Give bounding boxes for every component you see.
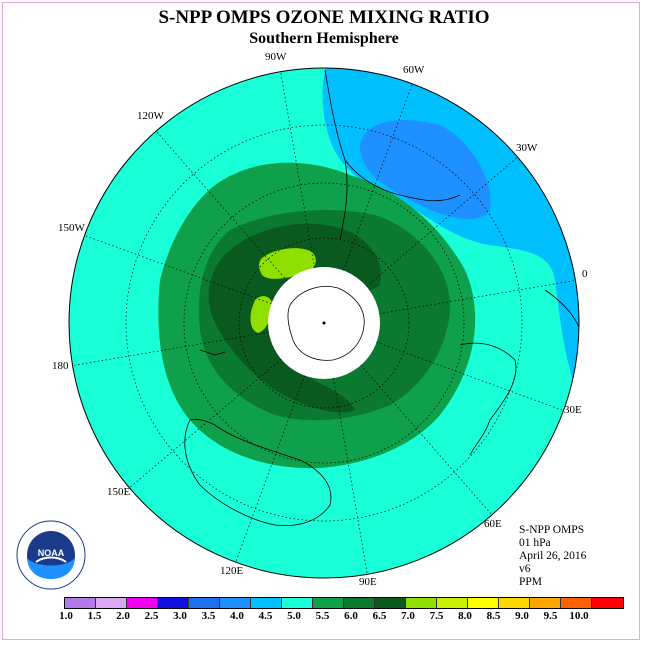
lon-label-30e: 30E	[564, 404, 582, 416]
info-date: April 26, 2016	[519, 550, 587, 562]
colorbar-tick-label: 9.0	[515, 610, 529, 622]
colorbar-tick-label: 3.5	[201, 610, 216, 622]
coastline-australia	[184, 418, 332, 526]
colorbar-swatch	[189, 598, 220, 608]
colorbar-swatch	[251, 598, 282, 608]
info-product: S-NPP OMPS	[519, 524, 585, 536]
colorbar-tick-label: 4.0	[230, 610, 244, 622]
colorbar-ticks: 1.0 1.5 2.0 2.5 3.0 3.5 4.0 4.5 5.0 5.5 6.0 6.5 7.0 7…	[0, 610, 648, 624]
meridian-0	[323, 279, 579, 324]
meridian-120w	[155, 130, 325, 324]
colorbar	[64, 597, 624, 609]
info-units: PPM	[519, 576, 543, 588]
lon-label-60e: 60E	[484, 518, 502, 530]
lon-label-120e: 120E	[220, 565, 244, 577]
colorbar-tick-label: 1.5	[87, 610, 102, 622]
meridian-60w	[323, 81, 414, 324]
colorbar-tick-label: 3.0	[173, 610, 187, 622]
meridian-90e	[323, 322, 369, 578]
colorbar-tick-label: 8.5	[486, 610, 501, 622]
image-frame	[2, 2, 640, 640]
colorbar-swatch	[127, 598, 158, 608]
map-subtitle: Southern Hemisphere	[249, 30, 399, 47]
colorbar-tick-label: 6.5	[372, 610, 387, 622]
lon-label-150e: 150E	[107, 486, 131, 498]
coastline-new-zealand	[199, 349, 226, 356]
colorbar-swatch	[344, 598, 375, 608]
lon-label-120w: 120W	[137, 110, 164, 122]
colorbar-tick-label: 1.0	[59, 610, 73, 622]
colorbar-tick-label: 5.0	[287, 610, 301, 622]
meridian-30w	[323, 154, 521, 324]
lon-label-180: 180	[52, 360, 69, 372]
colorbar-swatch	[561, 598, 592, 608]
meridian-180	[69, 322, 325, 367]
lon-label-60w: 60W	[403, 64, 425, 76]
colorbar-swatch	[468, 598, 499, 608]
colorbar-tick-label: 7.0	[401, 610, 415, 622]
colorbar-tick-label: 6.0	[344, 610, 358, 622]
info-level: 01 hPa	[519, 537, 551, 549]
colorbar-swatch	[220, 598, 251, 608]
colorbar-tick-label: 10.0	[569, 610, 589, 622]
colorbar-tick-label: 7.5	[429, 610, 444, 622]
ozone-region-6.5-b	[250, 296, 272, 333]
lon-label-0: 0	[582, 268, 588, 280]
colorbar-swatch	[437, 598, 468, 608]
colorbar-swatch	[592, 598, 623, 608]
lon-label-90w: 90W	[265, 51, 287, 63]
map-title: S-NPP OMPS OZONE MIXING RATIO	[158, 7, 490, 28]
colorbar-swatch	[158, 598, 189, 608]
product-info: S-NPP OMPS 01 hPa April 26, 2016 v6 PPM	[519, 524, 586, 589]
ozone-region-3.5	[360, 120, 491, 220]
colorbar-swatch	[375, 598, 406, 608]
meridian-90w	[279, 68, 325, 324]
colorbar-swatch	[499, 598, 530, 608]
meridian-60e	[323, 322, 493, 516]
lon-label-90e: 90E	[359, 576, 377, 588]
colorbar-swatch	[96, 598, 127, 608]
lon-label-150w: 150W	[58, 222, 85, 234]
latitude-circle-70s	[238, 237, 410, 409]
colorbar-swatch	[282, 598, 313, 608]
colorbar-tick-label: 8.0	[458, 610, 472, 622]
meridian-150e	[127, 322, 325, 490]
latitude-circle-50s	[125, 124, 523, 522]
map-outline	[68, 67, 580, 579]
colorbar-tick-label: 9.5	[543, 610, 558, 622]
ozone-region-6.5-a	[259, 248, 316, 279]
latitude-circle-60s	[183, 182, 465, 464]
colorbar-tick-label: 4.5	[258, 610, 273, 622]
noaa-logo: NOAA	[16, 520, 86, 595]
colorbar-swatch	[313, 598, 344, 608]
colorbar-tick-label: 2.5	[144, 610, 159, 622]
noaa-logo-text: NOAA	[38, 548, 65, 558]
colorbar-tick-label: 2.0	[116, 610, 130, 622]
lon-label-30w: 30W	[516, 142, 538, 154]
colorbar-tick-label: 5.5	[315, 610, 330, 622]
coastline-south-america	[324, 69, 461, 241]
colorbar-swatch	[530, 598, 561, 608]
meridian-120e	[234, 322, 325, 565]
colorbar-swatch	[65, 598, 96, 608]
info-version: v6	[519, 563, 531, 575]
coastline-antarctica-inner	[287, 286, 365, 361]
coastline-africa	[459, 289, 579, 456]
colorbar-swatch	[406, 598, 437, 608]
south-pole-marker	[322, 321, 326, 325]
